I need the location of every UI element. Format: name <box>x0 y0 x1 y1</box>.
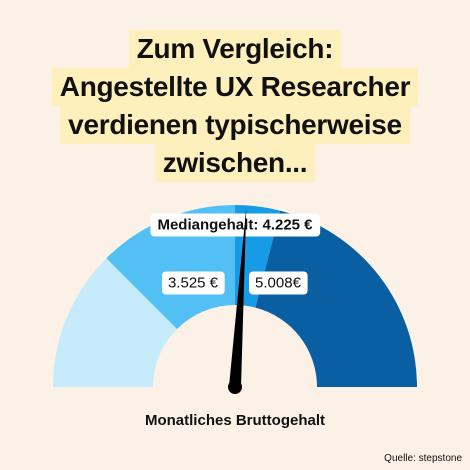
median-label-box <box>150 213 321 237</box>
median-label: Mediangehalt: 4.225 € <box>150 213 321 237</box>
high-value-label-box <box>249 271 308 295</box>
source-note: Quelle: stepstone <box>384 453 462 464</box>
title-line-2: Angestellte UX Researcher <box>51 68 419 106</box>
title-line-1: Zum Vergleich: <box>128 30 342 68</box>
high-value-label: 5.008€ <box>249 271 308 295</box>
gauge-labels: 3.525 € 5.008€ Mediangehalt: 4.225 € <box>150 213 321 295</box>
gauge-needle <box>229 207 247 388</box>
title-line-4: zwischen... <box>154 144 316 182</box>
low-value-label-box <box>161 271 225 295</box>
low-value-label: 3.525 € <box>161 271 225 295</box>
gauge-chart: 3.525 € 5.008€ Mediangehalt: 4.225 € <box>53 205 417 394</box>
high-value-label-text: 5.008€ <box>255 275 302 292</box>
gauge-segment-4 <box>255 210 417 387</box>
gauge-needle-group <box>228 207 247 394</box>
gauge-segment-1 <box>53 258 178 387</box>
title-line-3: verdienen typischerweise <box>60 106 410 144</box>
low-value-label-text: 3.525 € <box>168 275 219 292</box>
gauge-needle-hub <box>228 380 242 394</box>
median-label-text: Mediangehalt: 4.225 € <box>157 217 313 234</box>
title: Zum Vergleich: Angestellte UX Researcher… <box>0 30 470 182</box>
x-axis-label: Monatliches Bruttogehalt <box>144 412 325 429</box>
